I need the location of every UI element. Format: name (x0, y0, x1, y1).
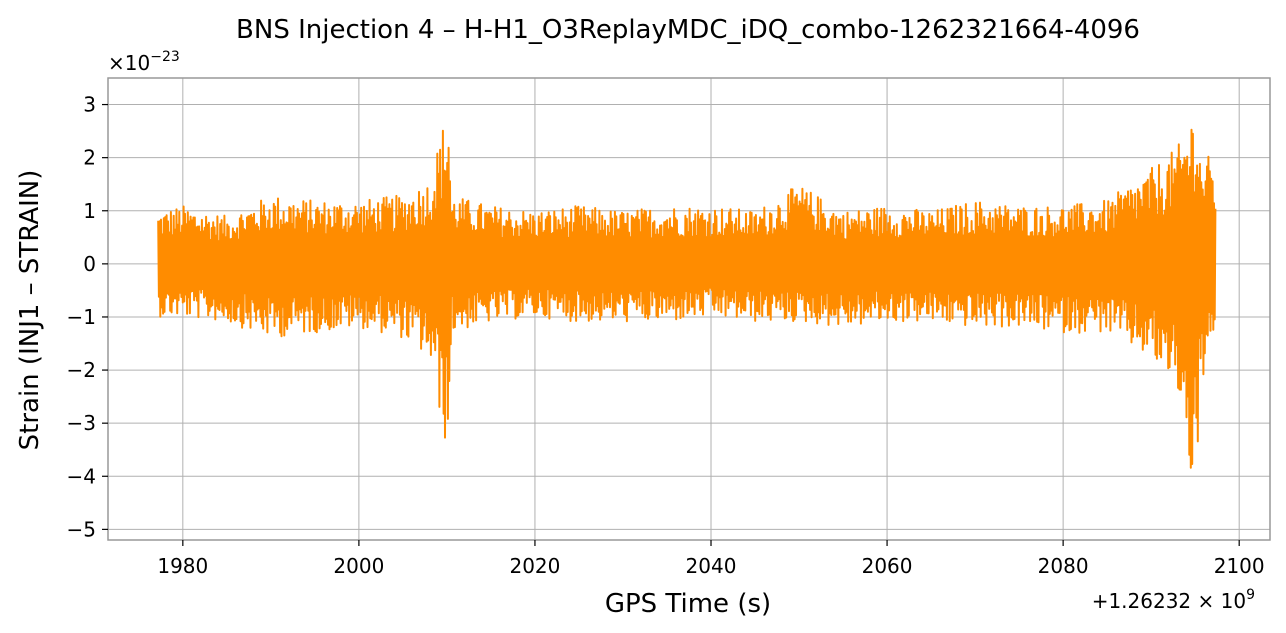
x-tick-label: 1980 (157, 554, 208, 578)
y-tick-label: −5 (67, 517, 96, 541)
x-offset-base: +1.26232 × 10 (1092, 589, 1246, 613)
y-tick-label: 1 (83, 199, 96, 223)
y-tick-label: −2 (67, 358, 96, 382)
x-tick-label: 2100 (1214, 554, 1265, 578)
x-tick-label: 2060 (862, 554, 913, 578)
x-tick-label: 2020 (509, 554, 560, 578)
y-multiplier-base: ×10 (108, 51, 150, 75)
y-tick-label: −3 (67, 411, 96, 435)
y-multiplier-label: ×10−23 (108, 49, 180, 75)
y-tick-label: 2 (83, 146, 96, 170)
y-tick-label: 0 (83, 252, 96, 276)
x-axis-label: GPS Time (s) (605, 589, 771, 619)
y-tick-label: −4 (67, 464, 96, 488)
y-tick-label: −1 (67, 305, 96, 329)
plot-area (157, 128, 1217, 469)
x-offset-exponent: 9 (1246, 587, 1255, 603)
chart-title: BNS Injection 4 – H-H1_O3ReplayMDC_iDQ_c… (236, 15, 1140, 45)
x-tick-label: 2000 (333, 554, 384, 578)
y-tick-label: 3 (83, 93, 96, 117)
y-multiplier-exponent: −23 (150, 49, 180, 65)
x-tick-label: 2040 (686, 554, 737, 578)
strain-series-line (157, 128, 1217, 469)
x-tick-label: 2080 (1038, 554, 1089, 578)
x-axis-ticks: 1980 2000 2020 2040 2060 2080 2100 (157, 540, 1265, 578)
y-axis-label: Strain (INJ1 – STRAIN) (15, 170, 45, 451)
x-offset-label: +1.26232 × 109 (1092, 587, 1255, 613)
y-axis-ticks: 3 2 1 0 −1 −2 −3 −4 −5 (67, 93, 108, 541)
axes-frame (107, 77, 1271, 541)
